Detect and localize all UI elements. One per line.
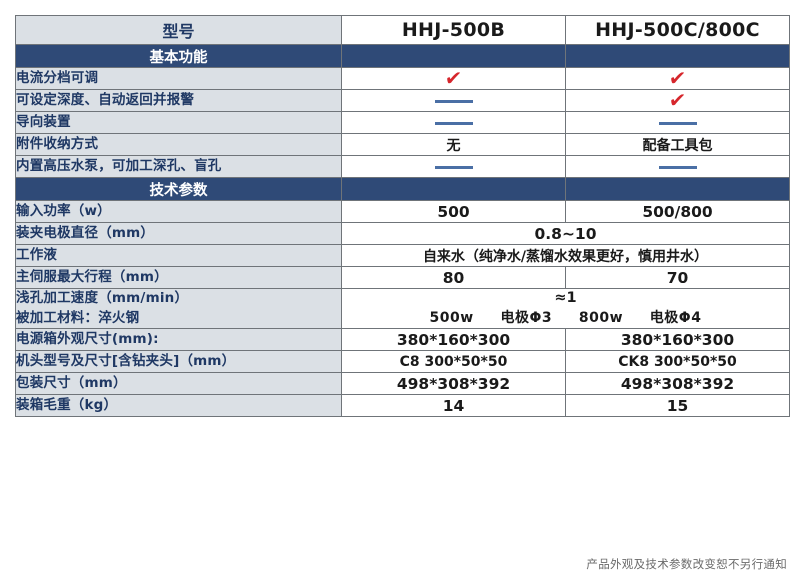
speed-detail-line: 500w 电极Φ3 800w 电极Φ4 (342, 309, 789, 328)
speed-approx-value: ≈1 (554, 290, 577, 307)
cell-shallow-hole-speed-merged: ≈1 500w 电极Φ3 800w 电极Φ4 (341, 287, 790, 330)
section-band-technical-parameters: 技术参数 (15, 177, 790, 201)
speed-left-electrode: 电极Φ3 (500, 309, 553, 326)
section-band-basic-functions: 基本功能 (15, 44, 790, 68)
dash-icon (658, 165, 697, 169)
cell-input-power-500b: 500 (341, 200, 566, 223)
cell-depth-auto-return-500c: ✔ (565, 88, 790, 112)
row-label-input-power: 输入功率（w） (15, 200, 342, 223)
table-row: 包装尺寸（mm） 498*308*392 498*308*392 (15, 372, 790, 396)
dash-icon (658, 121, 697, 125)
dash-icon (434, 99, 473, 103)
cell-accessory-storage-500c: 配备工具包 (565, 133, 790, 156)
table-row: 可设定深度、自动返回并报警 ✔ (15, 88, 790, 112)
cell-current-adjust-500b: ✔ (341, 66, 566, 90)
cell-package-dimensions-500c: 498*308*392 (565, 372, 790, 396)
row-label-accessory-storage: 附件收纳方式 (15, 133, 342, 156)
dash-icon (434, 121, 473, 125)
cell-electrode-diameter-merged: 0.8~10 (341, 222, 790, 245)
check-icon: ✔ (667, 66, 688, 90)
table-row: 装夹电极直径（mm） 0.8~10 (15, 222, 790, 245)
header-label-model: 型号 (15, 15, 342, 45)
cell-servo-max-stroke-500b: 80 (341, 266, 566, 289)
cell-guide-device-500b (341, 111, 566, 134)
cell-input-power-500c: 500/800 (565, 200, 790, 223)
check-icon: ✔ (667, 88, 688, 112)
table-row: 主伺服最大行程（mm） 80 70 (15, 266, 790, 289)
cell-builtin-pump-500c (565, 155, 790, 178)
speed-left-power: 500w (429, 309, 474, 326)
cell-guide-device-500c (565, 111, 790, 134)
cell-power-box-dimensions-500b: 380*160*300 (341, 328, 566, 352)
speed-right-electrode: 电极Φ4 (649, 309, 702, 326)
table-row: 电源箱外观尺寸(mm): 380*160*300 380*160*300 (15, 328, 790, 352)
row-label-guide-device: 导向装置 (15, 111, 342, 134)
table-row: 输入功率（w） 500 500/800 (15, 200, 790, 223)
row-label-servo-max-stroke: 主伺服最大行程（mm） (15, 266, 342, 289)
row-label-head-model-dimensions: 机头型号及尺寸[含钻夹头]（mm） (15, 350, 342, 374)
dash-icon (434, 165, 473, 169)
section-band-label-technical: 技术参数 (15, 177, 342, 201)
table-row: 电流分档可调 ✔ ✔ (15, 66, 790, 90)
table-row: 浅孔加工速度（mm/min） 被加工材料：淬火钢 ≈1 500w 电极Φ3 80… (15, 287, 790, 330)
section-band-filler-b (341, 44, 566, 68)
speed-right-power: 800w (578, 309, 624, 326)
section-band-filler-c (565, 44, 790, 68)
row-label-builtin-pump: 内置高压水泵，可加工深孔、盲孔 (15, 155, 342, 178)
section-band-filler-b2 (341, 177, 566, 201)
row-label-depth-auto-return: 可设定深度、自动返回并报警 (15, 89, 342, 112)
row-label-workpiece-material-line2: 被加工材料：淬火钢 (16, 309, 140, 326)
cell-head-model-dimensions-500c: CK8 300*50*50 (565, 350, 790, 374)
row-label-gross-weight: 装箱毛重（kg） (15, 394, 342, 418)
row-label-electrode-diameter: 装夹电极直径（mm） (15, 222, 342, 245)
cell-accessory-storage-500b: 无 (341, 133, 566, 156)
table-row: 机头型号及尺寸[含钻夹头]（mm） C8 300*50*50 CK8 300*5… (15, 350, 790, 374)
row-label-working-fluid: 工作液 (15, 244, 342, 267)
header-model-500c-800c: HHJ-500C/800C (565, 15, 790, 45)
table-row: 工作液 自来水（纯净水/蒸馏水效果更好，慎用井水） (15, 244, 790, 267)
table-row: 内置高压水泵，可加工深孔、盲孔 (15, 155, 790, 178)
header-model-500b: HHJ-500B (341, 15, 566, 45)
table-row: 导向装置 (15, 111, 790, 134)
cell-gross-weight-500c: 15 (565, 394, 790, 418)
table-header-row: 型号 HHJ-500B HHJ-500C/800C (15, 15, 790, 45)
product-spec-comparison-table: 型号 HHJ-500B HHJ-500C/800C 基本功能 电流分档可调 ✔ … (15, 15, 790, 418)
disclaimer-footnote: 产品外观及技术参数改变恕不另行通知 (586, 557, 787, 571)
cell-working-fluid-merged: 自来水（纯净水/蒸馏水效果更好，慎用井水） (341, 244, 790, 267)
cell-current-adjust-500c: ✔ (565, 66, 790, 90)
check-icon: ✔ (443, 66, 464, 90)
cell-builtin-pump-500b (341, 155, 566, 178)
table-row: 附件收纳方式 无 配备工具包 (15, 133, 790, 156)
spec-table-container: 型号 HHJ-500B HHJ-500C/800C 基本功能 电流分档可调 ✔ … (15, 15, 790, 418)
section-band-label-basic: 基本功能 (15, 44, 342, 68)
cell-gross-weight-500b: 14 (341, 394, 566, 418)
section-band-filler-c2 (565, 177, 790, 201)
row-label-shallow-hole-speed: 浅孔加工速度（mm/min） 被加工材料：淬火钢 (15, 287, 342, 330)
row-label-shallow-hole-speed-line1: 浅孔加工速度（mm/min） (16, 290, 189, 306)
cell-head-model-dimensions-500b: C8 300*50*50 (341, 350, 566, 374)
row-label-power-box-dimensions: 电源箱外观尺寸(mm): (15, 328, 342, 352)
cell-package-dimensions-500b: 498*308*392 (341, 372, 566, 396)
row-label-current-adjust: 电流分档可调 (15, 67, 342, 90)
cell-power-box-dimensions-500c: 380*160*300 (565, 328, 790, 352)
cell-depth-auto-return-500b (341, 89, 566, 112)
table-row: 装箱毛重（kg） 14 15 (15, 394, 790, 418)
cell-servo-max-stroke-500c: 70 (565, 266, 790, 289)
row-label-package-dimensions: 包装尺寸（mm） (15, 372, 342, 396)
